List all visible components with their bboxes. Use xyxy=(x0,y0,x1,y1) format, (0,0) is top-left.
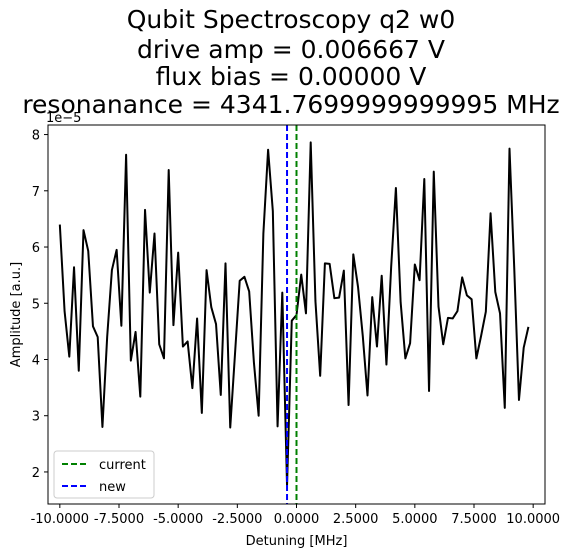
y-axis-label: Amplitude [a.u.] xyxy=(9,262,24,367)
x-tick-label: 0.0000 xyxy=(274,512,320,527)
y-tick-label: 3 xyxy=(32,410,40,425)
x-tick-label: 2.5000 xyxy=(333,512,379,527)
x-tick-label: -10.0000 xyxy=(31,512,89,527)
x-tick-label: -7.5000 xyxy=(94,512,144,527)
y-offset-label: 1e−5 xyxy=(46,111,81,126)
plot-layer xyxy=(60,125,529,504)
x-axis-label: Detuning [MHz] xyxy=(246,534,348,549)
y-tick-label: 2 xyxy=(32,466,40,481)
y-tick-label: 5 xyxy=(32,297,40,312)
x-tick-label: -5.0000 xyxy=(153,512,203,527)
y-tick-label: 4 xyxy=(32,353,40,368)
y-tick-label: 8 xyxy=(32,129,40,144)
series-line-0 xyxy=(60,142,529,485)
legend: current new xyxy=(54,451,154,498)
x-tick-label: 10.0000 xyxy=(506,512,560,527)
y-tick-label: 6 xyxy=(32,241,40,256)
y-tick-label: 7 xyxy=(32,185,40,200)
x-tick-label: 5.0000 xyxy=(392,512,438,527)
x-tick-label: -2.5000 xyxy=(212,512,262,527)
x-tick-label: 7.5000 xyxy=(451,512,497,527)
legend-label-current: current xyxy=(99,458,146,473)
legend-label-new: new xyxy=(99,480,126,495)
